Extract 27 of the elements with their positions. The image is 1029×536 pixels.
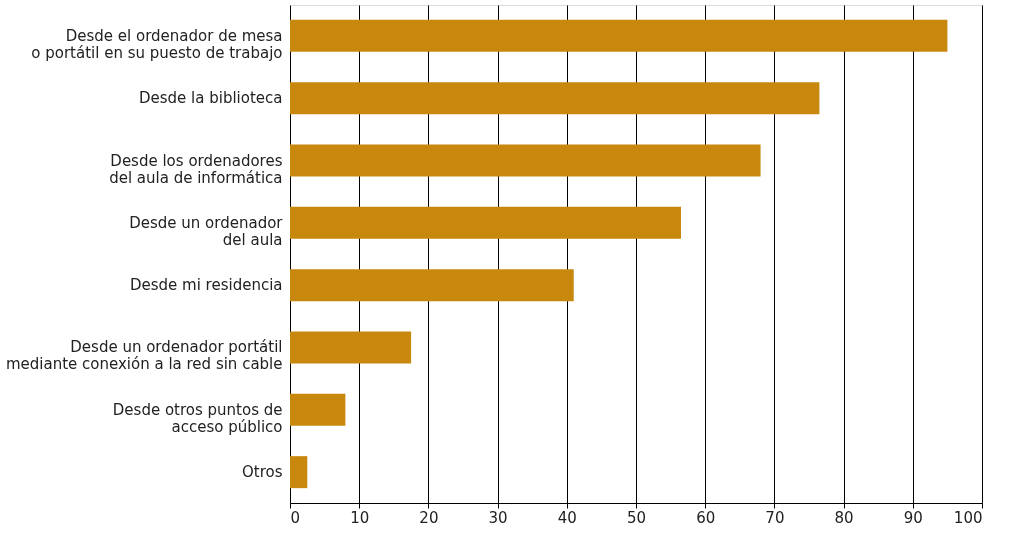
x-tick-label: 60 [696,508,716,527]
x-tick-label: 40 [557,508,577,527]
x-tick-label: 80 [834,508,854,527]
bar [290,456,308,489]
bar [290,206,681,239]
x-tick-label: 30 [488,508,508,527]
bar [290,144,761,177]
x-tick-label: 50 [626,508,647,527]
bar [290,331,412,364]
x-tick-label: 100 [953,508,983,527]
y-tick-label: Desde los ordenadores del aula de informática [109,151,283,187]
y-tick-label: Desde la biblioteca [138,89,283,108]
bar [290,269,574,302]
y-tick-label: Desde otros puntos de acceso público [112,400,283,436]
x-tick-label: 20 [419,508,439,527]
x-tick-label: 10 [350,508,370,527]
y-tick-label: Desde un ordenador del aula [129,213,284,249]
bar [290,82,820,115]
x-tick-label: 70 [765,508,785,527]
y-tick-label: Otros [241,463,283,482]
y-tick-label: Desde el ordenador de mesa o portátil en su puesto de trabajo [31,26,283,62]
y-tick-label: Desde un ordenador portátil mediante conexión a la red sin cable [5,338,283,374]
x-tick-label: 90 [903,508,923,527]
bar [290,19,948,52]
bar [290,393,346,426]
x-tick-label: 0 [290,508,301,527]
y-tick-label: Desde mi residencia [129,276,283,295]
